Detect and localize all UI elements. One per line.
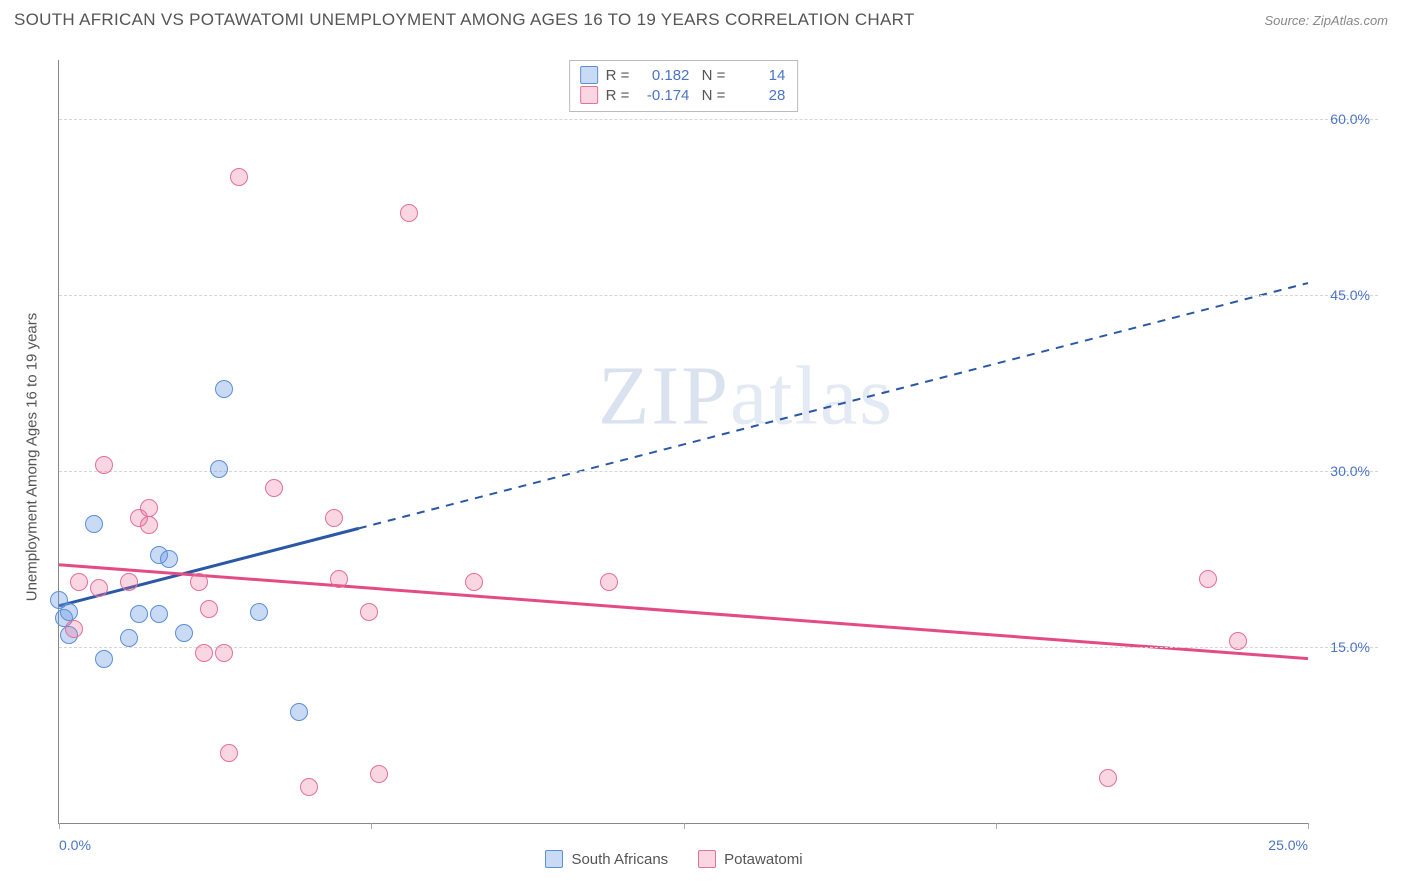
gridline [59, 295, 1378, 296]
data-point [150, 605, 168, 623]
r-value-potawatomi: -0.174 [637, 87, 689, 104]
data-point [250, 603, 268, 621]
r-value-south-africans: 0.182 [637, 67, 689, 84]
legend-bottom: South Africans Potawatomi [40, 850, 1308, 868]
data-point [230, 168, 248, 186]
chart-source: Source: ZipAtlas.com [1264, 13, 1388, 28]
data-point [400, 204, 418, 222]
data-point [1229, 632, 1247, 650]
legend-item-south-africans: South Africans [545, 850, 668, 868]
data-point [175, 624, 193, 642]
x-tick [59, 823, 60, 829]
data-point [95, 650, 113, 668]
data-point [1099, 769, 1117, 787]
x-tick [996, 823, 997, 829]
stats-legend-box: R = 0.182 N = 14 R = -0.174 N = 28 [569, 60, 799, 112]
legend-item-potawatomi: Potawatomi [698, 850, 802, 868]
legend-label: South Africans [571, 851, 668, 868]
y-tick-label: 60.0% [1330, 111, 1370, 127]
y-tick-label: 15.0% [1330, 639, 1370, 655]
chart-title: SOUTH AFRICAN VS POTAWATOMI UNEMPLOYMENT… [14, 10, 915, 30]
chart-header: SOUTH AFRICAN VS POTAWATOMI UNEMPLOYMENT… [0, 0, 1406, 36]
swatch-icon [545, 850, 563, 868]
stats-row-south-africans: R = 0.182 N = 14 [580, 65, 786, 85]
data-point [330, 570, 348, 588]
data-point [90, 579, 108, 597]
data-point [65, 620, 83, 638]
data-point [210, 460, 228, 478]
legend-label: Potawatomi [724, 851, 802, 868]
n-value-south-africans: 14 [733, 67, 785, 84]
data-point [70, 573, 88, 591]
data-point [140, 499, 158, 517]
data-point [370, 765, 388, 783]
data-point [300, 778, 318, 796]
stats-row-potawatomi: R = -0.174 N = 28 [580, 85, 786, 105]
swatch-potawatomi [580, 86, 598, 104]
data-point [190, 573, 208, 591]
data-point [600, 573, 618, 591]
data-point [85, 515, 103, 533]
data-point [120, 573, 138, 591]
x-tick [1308, 823, 1309, 829]
swatch-icon [698, 850, 716, 868]
y-tick-label: 30.0% [1330, 463, 1370, 479]
gridline [59, 471, 1378, 472]
data-point [1199, 570, 1217, 588]
data-point [160, 550, 178, 568]
chart-area: Unemployment Among Ages 16 to 19 years Z… [40, 42, 1378, 872]
data-point [465, 573, 483, 591]
data-point [200, 600, 218, 618]
data-point [215, 380, 233, 398]
data-point [360, 603, 378, 621]
swatch-south-africans [580, 66, 598, 84]
x-tick [684, 823, 685, 829]
data-point [325, 509, 343, 527]
gridline [59, 647, 1378, 648]
data-point [120, 629, 138, 647]
data-point [95, 456, 113, 474]
gridline [59, 119, 1378, 120]
n-value-potawatomi: 28 [733, 87, 785, 104]
y-axis-label: Unemployment Among Ages 16 to 19 years [24, 313, 41, 602]
y-tick-label: 45.0% [1330, 287, 1370, 303]
data-point [290, 703, 308, 721]
plot-region: ZIPatlas R = 0.182 N = 14 R = -0.174 N =… [58, 60, 1308, 824]
data-point [215, 644, 233, 662]
x-tick [371, 823, 372, 829]
data-point [265, 479, 283, 497]
data-point [220, 744, 238, 762]
data-point [60, 603, 78, 621]
data-point [130, 605, 148, 623]
data-point [195, 644, 213, 662]
data-point [140, 516, 158, 534]
